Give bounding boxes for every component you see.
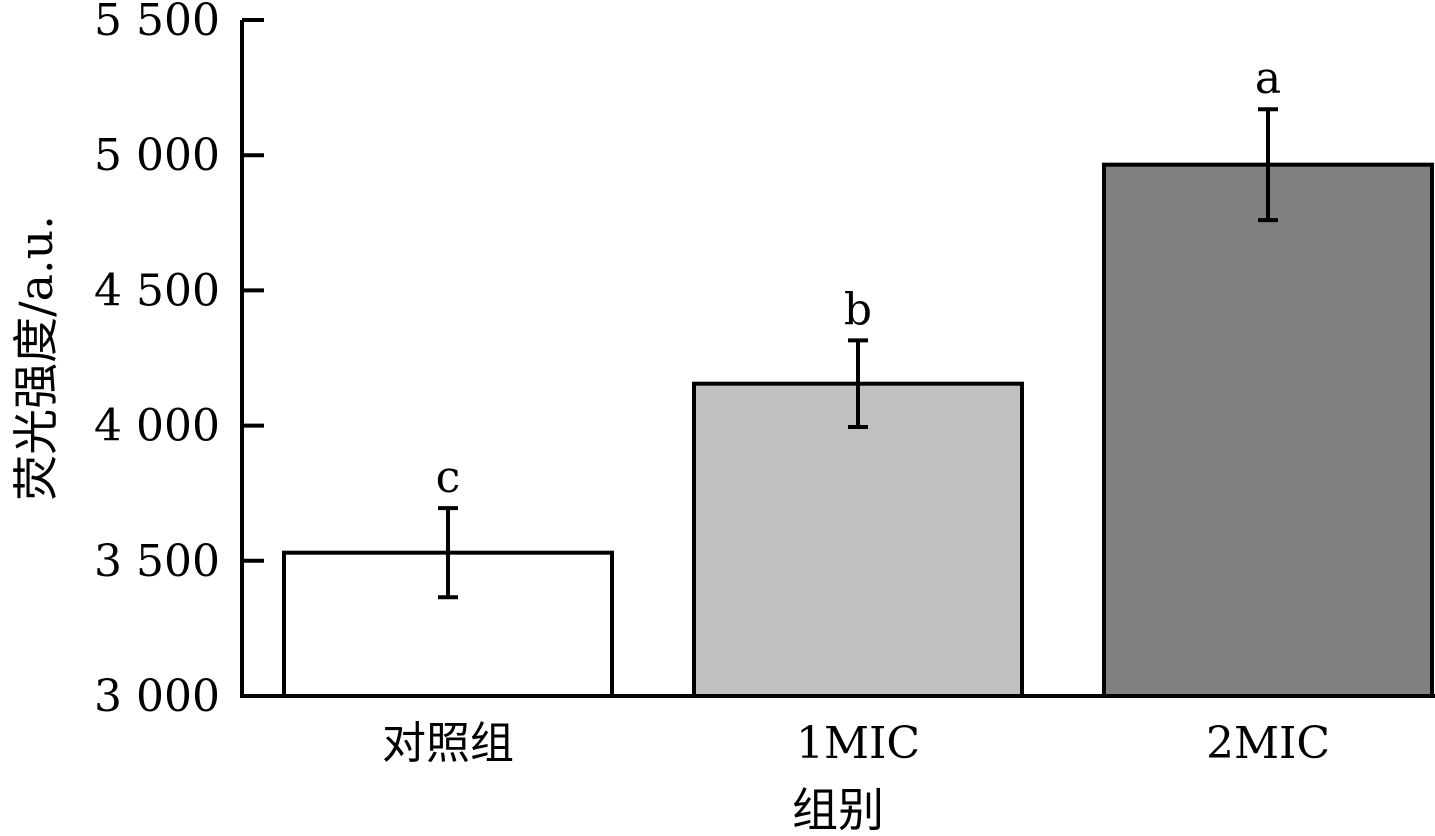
y-ticks-layer: 3 000 3 500 4 000 4 500 5 000 5 500 [94, 0, 264, 722]
bar-3 [1102, 162, 1434, 698]
x-tick-label: 对照组 [382, 718, 514, 769]
error-bars-layer [438, 107, 1278, 600]
bar-2 [692, 381, 1024, 698]
x-axis-title: 组别 [792, 783, 884, 836]
axes-layer [240, 20, 1435, 698]
y-tick-label: 3 500 [94, 536, 220, 587]
x-tick-label: 2MIC [1206, 718, 1330, 769]
x-tick-labels-layer: 对照组 1MIC 2MIC [382, 718, 1330, 769]
significance-labels-layer: c b a [436, 53, 1281, 503]
y-axis-title: 荧光强度/a.u. [9, 215, 63, 501]
y-tick-label: 5 000 [94, 130, 220, 181]
significance-label: a [1255, 53, 1281, 104]
significance-label: b [844, 284, 872, 335]
y-tick-label: 3 000 [94, 671, 220, 722]
y-tick-label: 5 500 [94, 0, 220, 46]
bars-layer [282, 162, 1434, 698]
significance-label: c [436, 452, 461, 503]
y-tick-label: 4 500 [94, 265, 220, 316]
y-tick-label: 4 000 [94, 401, 220, 452]
x-tick-label: 1MIC [796, 718, 920, 769]
